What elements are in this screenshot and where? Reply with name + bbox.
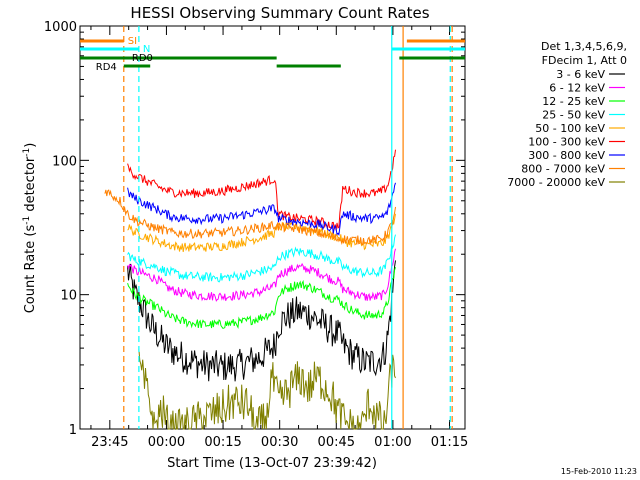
- chart-title: HESSI Observing Summary Count Rates: [130, 4, 429, 22]
- series-line: [138, 349, 396, 430]
- y-tick-label: 1: [69, 423, 77, 438]
- x-tick-label: 00:30: [261, 435, 298, 450]
- legend-label: 100 - 300 keV: [528, 136, 605, 149]
- x-tick-label: 23:45: [91, 435, 128, 450]
- y-tick-label: 1000: [44, 20, 77, 35]
- x-tick-label: 00:45: [318, 435, 355, 450]
- legend-label: 25 - 50 keV: [542, 109, 605, 122]
- legend-label: 300 - 800 keV: [528, 149, 605, 162]
- legend-label: 50 - 100 keV: [535, 122, 605, 135]
- series-line: [127, 149, 396, 231]
- legend-label: 12 - 25 keV: [542, 95, 605, 108]
- y-axis-label: Count Rate (s-1 detector-1): [22, 143, 38, 314]
- series-line: [127, 182, 396, 236]
- legend: Det 1,3,4,5,6,9, FDecim 1, Att 0 3 - 6 k…: [507, 40, 627, 189]
- x-tick-label: 00:00: [148, 435, 185, 450]
- x-tick-label: 01:00: [374, 435, 411, 450]
- x-axis-label: Start Time (13-Oct-07 23:39:42): [167, 456, 377, 471]
- legend-header-1: Det 1,3,4,5,6,9,: [541, 40, 627, 53]
- series-line: [104, 189, 396, 246]
- plot-area: [79, 25, 466, 430]
- legend-header-2: FDecim 1, Att 0: [542, 54, 627, 67]
- series-layer: [104, 149, 396, 430]
- flag-label: N: [143, 44, 150, 55]
- y-tick-label: 100: [52, 154, 77, 169]
- legend-label: 7000 - 20000 keV: [507, 176, 605, 189]
- flag-label: SI: [128, 36, 137, 47]
- legend-label: 6 - 12 keV: [549, 82, 605, 95]
- series-line: [127, 260, 396, 382]
- x-tick-label: 01:15: [431, 435, 468, 450]
- x-tick-label: 00:15: [204, 435, 241, 450]
- flag-label: RD0: [132, 53, 153, 64]
- y-tick-label: 10: [60, 289, 77, 304]
- legend-label: 800 - 7000 keV: [521, 163, 605, 176]
- series-line: [127, 213, 396, 252]
- legend-label: 3 - 6 keV: [556, 68, 605, 81]
- plot-frame: [79, 25, 466, 430]
- footer-timestamp: 15-Feb-2010 11:23: [561, 467, 637, 476]
- series-line: [127, 267, 396, 329]
- series-line: [127, 234, 396, 283]
- series-line: [127, 248, 396, 302]
- flag-label: RD4: [96, 62, 117, 73]
- axis-ticks: 23:45 00:00 00:15 00:30 00:45 01:00 01:15 1 10 10…: [44, 20, 468, 450]
